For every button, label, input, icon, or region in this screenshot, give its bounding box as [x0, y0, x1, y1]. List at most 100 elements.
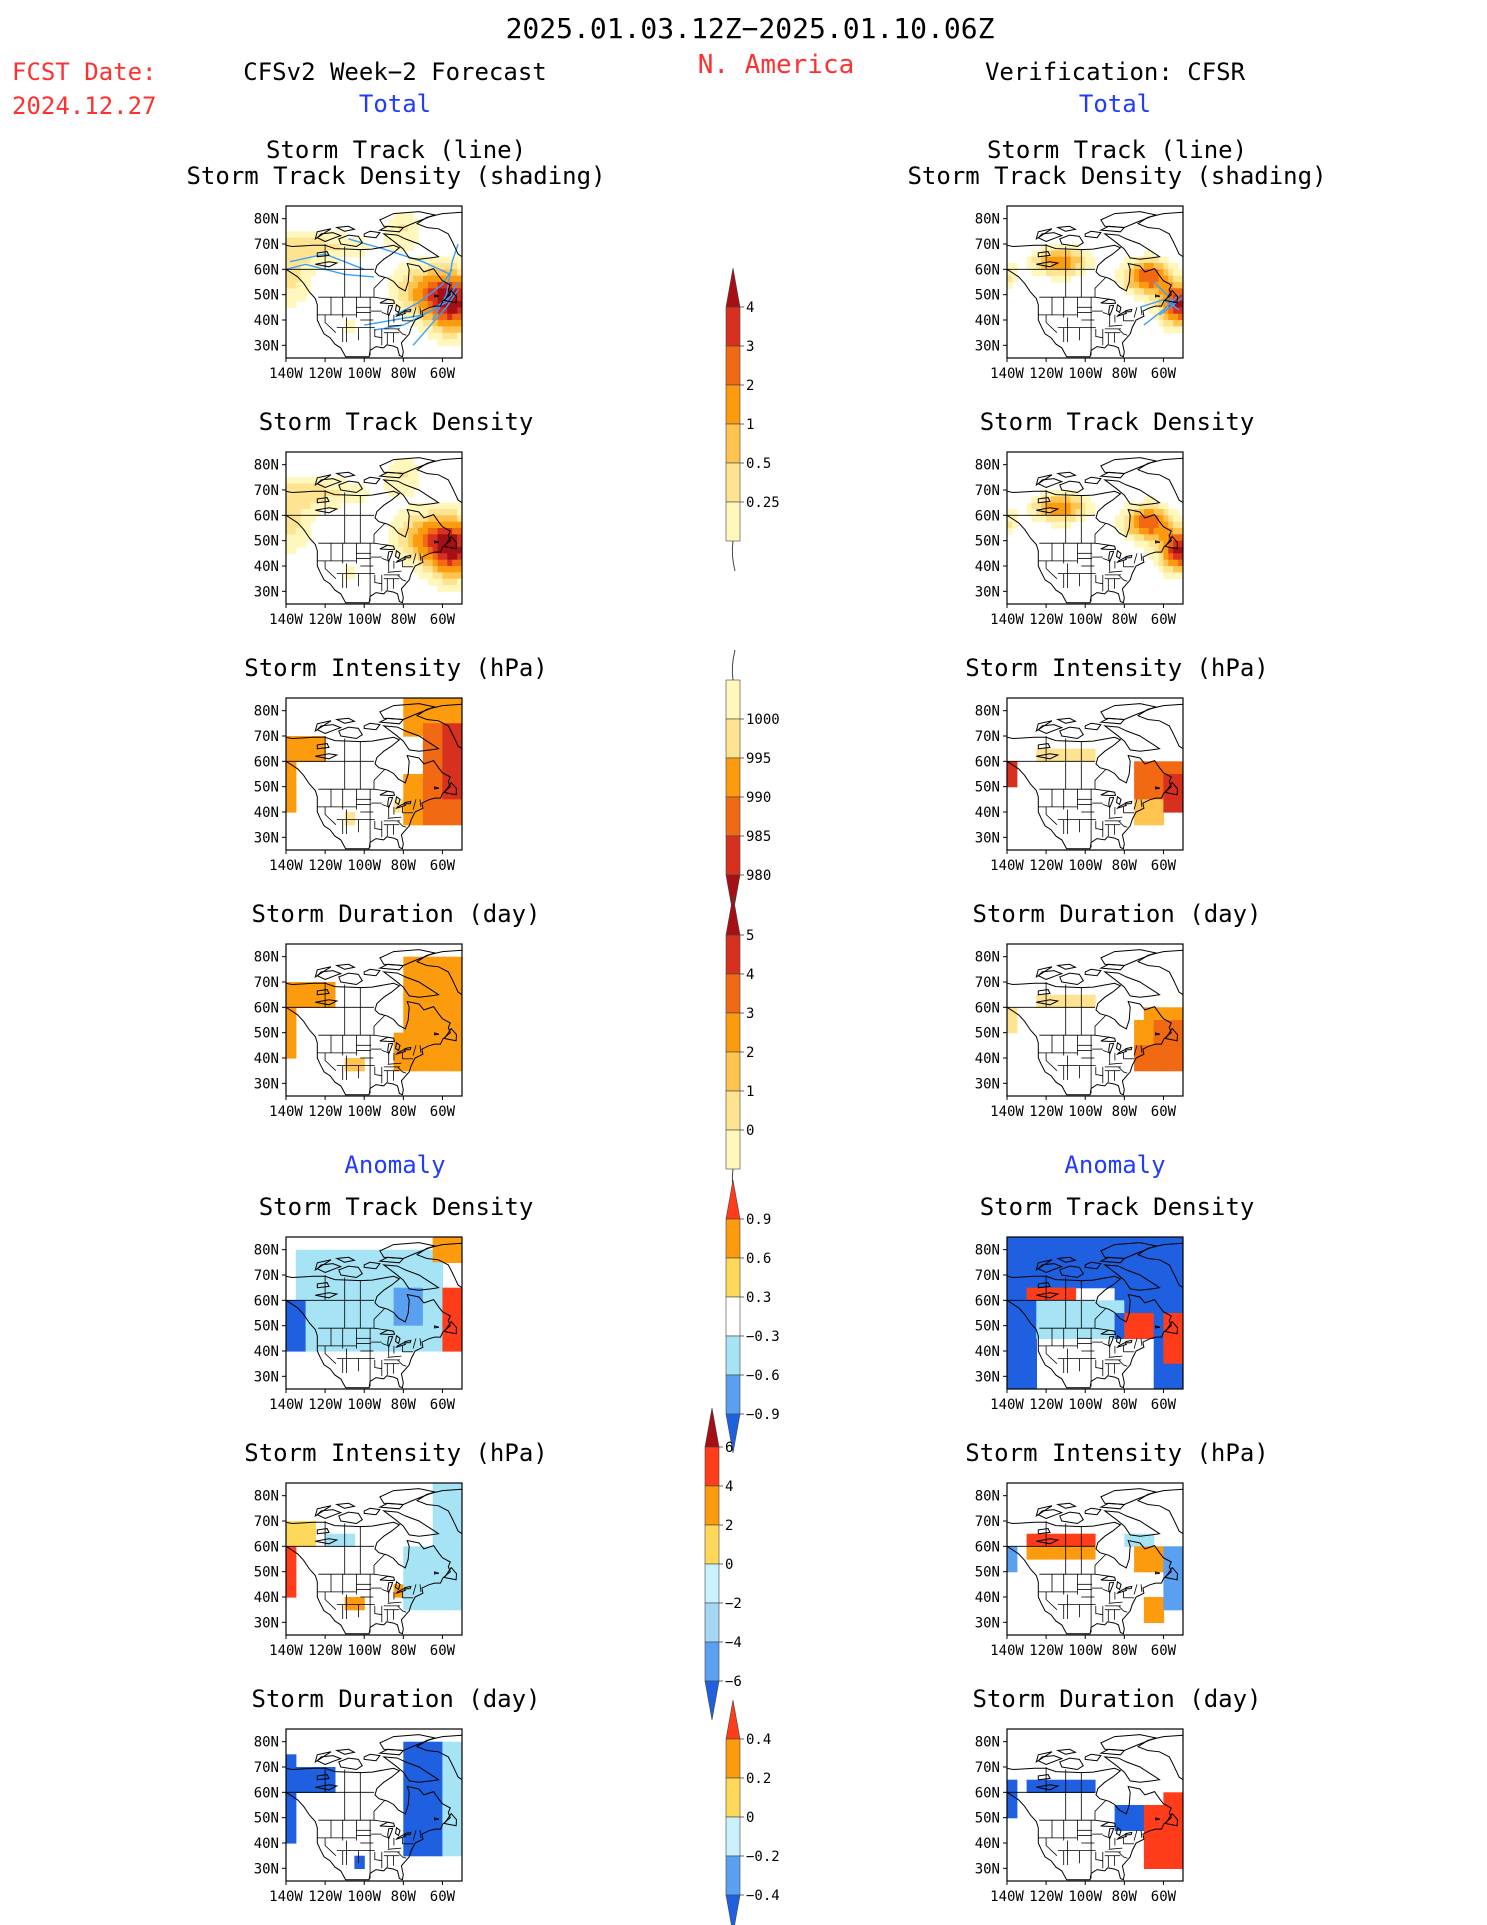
- lon-tick-label: 120W: [308, 1889, 342, 1905]
- lon-tick-label: 100W: [347, 612, 381, 628]
- colorbar-segment: [725, 462, 741, 503]
- colorbar-segment: [725, 973, 741, 1014]
- colorbar-label: 985: [746, 829, 771, 845]
- lon-tick-label: 100W: [347, 366, 381, 382]
- panel-subtitle: Storm Track Density (shading): [186, 162, 605, 190]
- colorbar-segment: [725, 835, 741, 876]
- coastline: [286, 949, 462, 1096]
- coastline: [1007, 949, 1183, 1096]
- lat-tick-label: 40N: [254, 559, 279, 575]
- colorbar-label: 2: [746, 1045, 754, 1061]
- colorbar-label: −2: [725, 1596, 742, 1612]
- fcst-date-label: FCST Date:: [12, 58, 157, 86]
- colorbar-label: 0.6: [746, 1251, 771, 1267]
- lon-tick-label: 100W: [347, 1643, 381, 1659]
- lon-tick-label: 60W: [430, 1397, 456, 1413]
- lat-tick-label: 40N: [254, 1344, 279, 1360]
- lat-tick-label: 30N: [975, 1369, 1000, 1385]
- lat-tick-label: 80N: [975, 1243, 1000, 1259]
- map-area: [286, 944, 462, 1096]
- lat-tick-label: 70N: [254, 237, 279, 253]
- lon-tick-label: 80W: [1112, 1397, 1138, 1413]
- colorbar-segment: [704, 1485, 720, 1526]
- colorbar-label: 2: [746, 378, 754, 394]
- colorbar-segment: [725, 384, 741, 425]
- right-panel-1: Storm Track (line)Storm Track Density (s…: [907, 136, 1326, 382]
- colorbar-label: 0: [725, 1557, 733, 1573]
- lat-tick-label: 30N: [975, 830, 1000, 846]
- map-frame: [1006, 1728, 1184, 1882]
- map-area: [1007, 1237, 1183, 1389]
- colorbar-segment: [704, 1641, 720, 1682]
- lat-tick-label: 80N: [975, 704, 1000, 720]
- colorbar-label: 0.25: [746, 495, 780, 511]
- lat-tick-label: 50N: [975, 780, 1000, 796]
- colorbar-label: −0.6: [746, 1368, 780, 1384]
- political-boundaries: [1007, 244, 1143, 356]
- colorbar-label: 990: [746, 790, 771, 806]
- colorbar-segment: [725, 1129, 741, 1170]
- lat-tick-label: 40N: [254, 313, 279, 329]
- colorbar-arrow-bottom: [725, 1413, 741, 1454]
- lat-tick-label: 50N: [975, 288, 1000, 304]
- map-frame: [1006, 451, 1184, 605]
- colorbar-label: 0: [746, 1123, 754, 1139]
- lon-tick-label: 120W: [308, 1104, 342, 1120]
- panel-title: Storm Duration (day): [252, 900, 541, 928]
- colorbar-segment: [725, 345, 741, 386]
- lon-tick-label: 120W: [308, 858, 342, 874]
- colorbar-label: 0.4: [746, 1732, 771, 1748]
- lat-tick-label: 60N: [975, 1785, 1000, 1801]
- colorbar-segment: [725, 934, 741, 975]
- lon-tick-label: 120W: [308, 612, 342, 628]
- colorbar-segment: [725, 1296, 741, 1337]
- lat-tick-label: 80N: [975, 950, 1000, 966]
- shading: [286, 698, 462, 826]
- map-area: [286, 1483, 462, 1635]
- lat-tick-label: 70N: [254, 1268, 279, 1284]
- colorbar-segment: [725, 1257, 741, 1298]
- coastline: [286, 1734, 462, 1881]
- political-boundaries: [286, 1275, 422, 1387]
- colorbar-label: 3: [746, 1006, 754, 1022]
- lon-tick-label: 140W: [990, 1104, 1024, 1120]
- colorbar-duration_anom: 0.4 0.2 0 −0.2 −0.4: [725, 1699, 780, 1925]
- lat-tick-label: 30N: [975, 1076, 1000, 1092]
- colorbar-segment: [725, 306, 741, 347]
- coastline: [286, 1488, 462, 1635]
- right-panel-5: Storm Track Density 80N 70N 60N 50N 40N 30N 140…: [975, 1193, 1255, 1413]
- panel-subtitle: Storm Track Density (shading): [907, 162, 1326, 190]
- lat-tick-label: 70N: [254, 1514, 279, 1530]
- lon-tick-label: 80W: [1112, 1104, 1138, 1120]
- colorbar-label: 4: [746, 300, 754, 316]
- colorbar-arrow-top: [725, 1179, 741, 1220]
- lon-tick-label: 80W: [391, 1397, 417, 1413]
- colorbar-label: −0.9: [746, 1407, 780, 1423]
- left-panel-7: Storm Duration (day) 80N 70N 60N 50N 40N 30N 14…: [252, 1685, 541, 1905]
- panel-title: Storm Track Density: [259, 1193, 534, 1221]
- political-boundaries: [1007, 490, 1143, 602]
- colorbar-label: 1: [746, 417, 754, 433]
- lon-tick-label: 140W: [269, 1889, 303, 1905]
- lat-tick-label: 70N: [975, 1268, 1000, 1284]
- lon-tick-label: 140W: [990, 366, 1024, 382]
- lon-tick-label: 140W: [269, 612, 303, 628]
- lon-tick-label: 140W: [990, 1889, 1024, 1905]
- left-total-label: Total: [359, 90, 431, 118]
- lat-tick-label: 40N: [254, 1051, 279, 1067]
- map-frame: [285, 1482, 463, 1636]
- political-boundaries: [1007, 1275, 1143, 1387]
- colorbar-label: 1: [746, 1084, 754, 1100]
- lon-tick-label: 100W: [347, 1104, 381, 1120]
- political-boundaries: [286, 736, 422, 848]
- lon-tick-label: 100W: [1068, 1643, 1102, 1659]
- colorbar-label: 980: [746, 868, 771, 884]
- colorbar-segment: [725, 1816, 741, 1857]
- lon-tick-label: 80W: [391, 1889, 417, 1905]
- map-frame: [285, 943, 463, 1097]
- lat-tick-label: 40N: [975, 313, 1000, 329]
- lat-tick-label: 50N: [975, 1565, 1000, 1581]
- coastline: [1007, 1242, 1183, 1389]
- colorbar-segment: [704, 1524, 720, 1565]
